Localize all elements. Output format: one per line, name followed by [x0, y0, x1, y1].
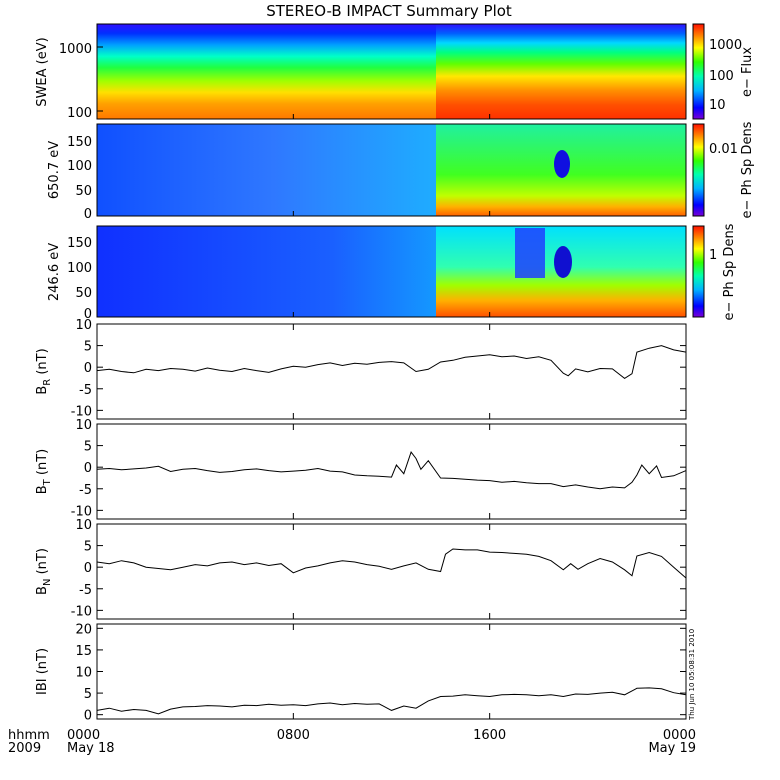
cb2-title: e− Ph Sp Dens	[740, 121, 755, 218]
btotal-series-line	[96, 687, 687, 715]
btotal-ytick-label: 0	[84, 709, 92, 724]
bn-ylabel: BN (nT)	[35, 548, 53, 595]
bn-series-line	[96, 548, 687, 579]
pad650-ylabel: 650.7 eV	[47, 141, 62, 199]
cb1-tick-100: 100	[709, 69, 734, 84]
pad246-ylabel: 246.6 eV	[47, 243, 62, 301]
bt-ytick-label: 5	[84, 440, 92, 455]
br-frame	[96, 323, 687, 420]
cb1-title: e− Flux	[740, 47, 755, 97]
cb2-tick-001: 0.01	[709, 142, 738, 157]
pad650-ytick-150: 150	[67, 135, 92, 150]
pad246-ytick-50: 50	[75, 286, 92, 301]
colorbar-pad246: 1 e− Ph Sp Dens	[692, 223, 737, 320]
btotal-ytick-label: 15	[75, 644, 92, 659]
swea-ytick-100: 100	[67, 106, 92, 121]
swea-ytick-1000: 1000	[59, 42, 92, 57]
br-ytick-label: -5	[79, 383, 92, 398]
colorbar-pad650: 0.01 e− Ph Sp Dens	[692, 121, 755, 218]
cb3-tick-1: 1	[709, 248, 717, 263]
bn-ytick-label: 10	[75, 518, 92, 533]
bn-ytick-label: -10	[71, 604, 92, 619]
btotal-frame	[96, 623, 687, 720]
pad246-ytick-0: 0	[84, 307, 92, 322]
plot-title: STEREO-B IMPACT Summary Plot	[266, 2, 512, 20]
time-axis-label-top: hhmm	[8, 728, 50, 743]
swea-panel: 1000 100 SWEA (eV)	[35, 23, 687, 121]
bt-ytick-label: -10	[71, 504, 92, 519]
cb3-title: e− Ph Sp Dens	[722, 223, 737, 320]
bn-ytick-label: 5	[84, 540, 92, 555]
btotal-panel: 20 15 10 5 0 IBI (nT)	[35, 622, 687, 724]
pad650-ytick-50: 50	[75, 184, 92, 199]
time-tick-hhmm: 0800	[277, 728, 310, 743]
btotal-ylabel: IBI (nT)	[35, 648, 50, 695]
bn-frame	[96, 523, 687, 620]
colorbar-flux: 1000 100 10 e− Flux	[692, 23, 755, 120]
br-ytick-label: 5	[84, 340, 92, 355]
swea-ylabel: SWEA (eV)	[35, 37, 50, 106]
btotal-ytick-label: 5	[84, 687, 92, 702]
bt-series-line	[96, 451, 687, 490]
br-ytick-label: -10	[71, 404, 92, 419]
btotal-ytick-label: 20	[75, 622, 92, 637]
pad-650-panel: 150 100 50 0 650.7 eV	[47, 123, 687, 222]
bn-ytick-label: -5	[79, 583, 92, 598]
btotal-ytick-label: 10	[75, 666, 92, 681]
generation-timestamp: Thu Jun 10 05:08:31 2010	[688, 629, 696, 721]
pad246-ytick-100: 100	[67, 261, 92, 276]
time-tick-hhmm: 0000	[663, 728, 696, 743]
bn-panel: 10 5 0 -5 -10 BN (nT)	[35, 518, 687, 620]
time-tick-hhmm: 0000	[67, 728, 100, 743]
br-ylabel: BR (nT)	[35, 348, 53, 394]
bt-ytick-label: -5	[79, 483, 92, 498]
br-ytick-label: 10	[75, 318, 92, 333]
bt-ytick-label: 0	[84, 461, 92, 476]
pad246-ytick-150: 150	[67, 236, 92, 251]
br-panel: 10 5 0 -5 -10 BR (nT)	[35, 318, 687, 420]
cb1-tick-10: 10	[709, 98, 726, 113]
bt-ylabel: BT (nT)	[35, 449, 53, 495]
br-series-line	[96, 345, 687, 380]
bt-frame	[96, 423, 687, 520]
pad650-ytick-0: 0	[84, 207, 92, 222]
pad-246-panel: 150 100 50 0 246.6 eV	[47, 225, 687, 322]
time-tick-date: May 19	[648, 741, 696, 756]
cb1-tick-1000: 1000	[709, 38, 742, 53]
br-ytick-label: 0	[84, 361, 92, 376]
time-tick-date: May 18	[67, 741, 115, 756]
time-tick-hhmm: 1600	[473, 728, 506, 743]
pad650-ytick-100: 100	[67, 159, 92, 174]
bn-ytick-label: 0	[84, 561, 92, 576]
bt-panel: 10 5 0 -5 -10 BT (nT)	[35, 418, 687, 520]
time-axis-label-bottom: 2009	[8, 741, 41, 756]
bt-ytick-label: 10	[75, 418, 92, 433]
